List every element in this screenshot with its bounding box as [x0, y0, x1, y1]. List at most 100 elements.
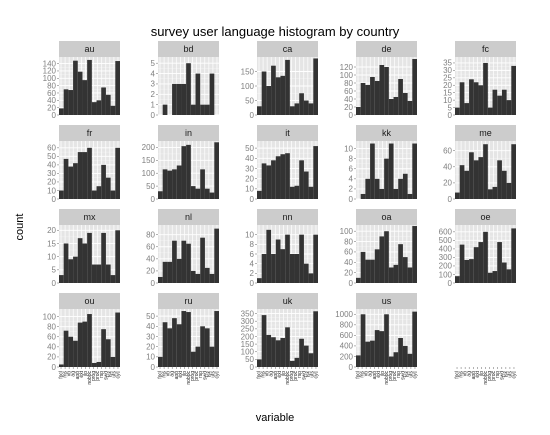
panel-mx-bar [106, 265, 111, 283]
panel-uk-bar [257, 359, 262, 367]
panel-us-y-tick-label: 600 [340, 331, 354, 340]
panel-ru-bar [210, 347, 215, 367]
panel-me-bar [469, 152, 474, 199]
panel-us-bar [403, 346, 408, 367]
panel-ou-bar [97, 362, 102, 367]
panel-bd-bar [177, 84, 182, 115]
panel-kk-bar [389, 144, 394, 199]
panel-it-y-tick-label: 50 [245, 144, 254, 153]
panel-de-bar [398, 79, 403, 115]
panel-ou-y-tick-label: 80 [47, 322, 56, 331]
panel-ca-bar [290, 106, 295, 115]
panel-nn-bar [304, 264, 309, 283]
panel-me-bar [460, 165, 465, 199]
panel-ca-y-tick-label: 100 [241, 82, 255, 91]
panel-oa-bar [356, 278, 361, 283]
panel-me-y-tick-label: 0 [448, 195, 453, 204]
panel-de-bar [412, 59, 417, 115]
panel-nn-bar [299, 235, 304, 283]
chart-title: survey user language histogram by countr… [151, 24, 400, 39]
panel-au-bar [64, 89, 69, 115]
panel-us-x-tick-label: cyc [412, 371, 418, 379]
x-axis-title: variable [256, 412, 295, 424]
panel-uk-bar [304, 346, 309, 367]
panel-nn-y-tick-label: 10 [245, 230, 254, 239]
panel-oa-bar [375, 249, 380, 283]
panel-au-strip-label: au [84, 44, 94, 54]
panel-fr-bar [106, 178, 111, 199]
panel-fr-bar [73, 163, 78, 199]
panel-in-bar [191, 186, 196, 199]
panel-oe-bar [478, 242, 483, 283]
panel-bd-y-tick-label: 3 [151, 80, 156, 89]
panel-nl-bar [158, 277, 163, 283]
panel-uk-strip-label: uk [283, 296, 293, 306]
panel-ru-y-tick-label: 10 [146, 353, 155, 362]
panel-nn-bar [285, 235, 290, 283]
panel-ru-bar [158, 357, 163, 367]
panel-bd-y-tick-label: 5 [151, 59, 156, 68]
panel-fr-bar [111, 190, 116, 199]
panel-uk-bar [285, 327, 290, 367]
panel-fr-strip-label: fr [87, 128, 93, 138]
panel-nl-y-tick-label: 20 [146, 267, 155, 276]
panel-ru-y-tick-label: 50 [146, 312, 155, 321]
panel-ru-bar [205, 328, 210, 367]
panel-fr-bar [101, 165, 106, 199]
panel-nl-bar [172, 241, 177, 283]
panel-fc-bar [497, 96, 502, 115]
panel-nn-y-tick-label: 6 [250, 250, 255, 259]
panel-in-bar [196, 189, 201, 199]
panel-us-y-tick-label: 200 [340, 352, 354, 361]
panel-mx-y-tick-label: 10 [47, 252, 56, 261]
panel-oa-y-tick-label: 20 [344, 268, 353, 277]
panel-oe-bar [493, 271, 498, 283]
panel-nl-strip-label: nl [185, 212, 192, 222]
panel-oa-bar [365, 260, 370, 283]
panel-uk-bar [290, 361, 295, 367]
panel-oe-y-tick-label: 100 [439, 270, 453, 279]
panel-ca-bar [266, 86, 271, 115]
panel-oa-bar [412, 226, 417, 283]
panel-ru-bar [177, 324, 182, 367]
panel-it-y-tick-label: 40 [245, 154, 254, 163]
panel-oa-y-tick-label: 0 [349, 279, 354, 288]
panel-uk-bar [262, 315, 267, 367]
panel-us-bar [379, 331, 384, 367]
panel-au-bar [87, 60, 92, 115]
panel-ru-bar [191, 352, 196, 367]
panel-ru-x-tick-label: cyc [214, 371, 220, 379]
panel-in-bar [214, 142, 219, 199]
panel-it-strip-label: it [285, 128, 290, 138]
panel-mx-bar [82, 243, 87, 283]
panel-oe-y-tick-label: 500 [439, 236, 453, 245]
panel-bd-bar [172, 84, 177, 115]
panel-in-bar [163, 169, 168, 199]
panel-me-bar [464, 171, 469, 199]
panel-nn-bar [271, 254, 276, 283]
panel-au-bar [106, 95, 111, 115]
panel-in-bar [167, 171, 172, 199]
panel-oe-bar [488, 273, 493, 283]
panel-kk-y-tick-label: 6 [349, 165, 354, 174]
panel-in-bar [210, 193, 215, 199]
panel-oa-bar [389, 267, 394, 283]
panel-ca-bar [304, 101, 309, 116]
panel-kk-y-tick-label: 2 [349, 185, 354, 194]
panel-oe-bar [507, 269, 512, 283]
panel-oa-bar [379, 236, 384, 283]
panel-bd-bar [210, 74, 215, 115]
panel-nl-bar [196, 274, 201, 283]
panel-fr-bar [78, 152, 83, 199]
panel-ca-bar [295, 103, 300, 115]
panel-mx-bar [97, 265, 102, 283]
panel-nl-bar [200, 238, 205, 283]
panel-uk-bar [271, 337, 276, 367]
panel-nn-y-tick-label: 8 [250, 240, 255, 249]
panel-oe-y-tick-label: 600 [439, 228, 453, 237]
panel-me-bar [493, 187, 498, 199]
panel-oe-strip-label: oe [480, 212, 490, 222]
panel-kk-y-tick-label: 0 [349, 195, 354, 204]
panel-mx-y-tick-label: 15 [47, 239, 56, 248]
panel-uk-x-tick-label: cyc [313, 371, 319, 379]
